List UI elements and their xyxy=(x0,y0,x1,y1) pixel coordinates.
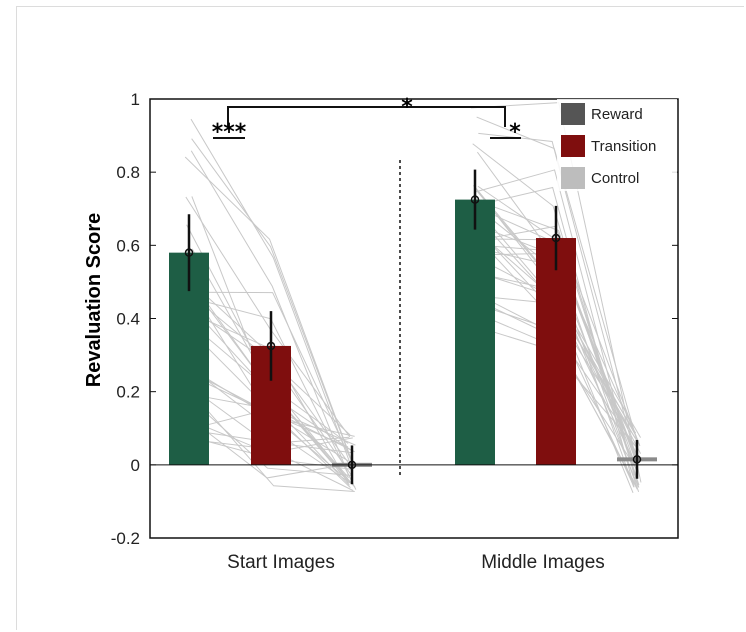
subject-line xyxy=(191,138,350,454)
legend-label-reward: Reward xyxy=(591,106,643,123)
bar-middle-reward xyxy=(455,199,495,465)
subject-line xyxy=(188,291,355,468)
subject-line xyxy=(188,417,355,479)
mean-marker-middle-reward xyxy=(470,195,480,204)
subject-line xyxy=(184,156,352,459)
subject-line xyxy=(190,150,350,476)
bracket-start-vs-middle xyxy=(227,106,506,127)
y-tick-label: -0.2 xyxy=(111,529,140,548)
x-category-label: Start Images xyxy=(227,552,335,573)
legend-swatch-reward xyxy=(561,103,585,125)
figure-frame xyxy=(16,6,744,630)
sig-middle-reward-transition: * xyxy=(509,120,521,145)
y-tick-label: 0 xyxy=(131,456,140,475)
legend-label-control: Control xyxy=(591,170,639,187)
mean-marker-middle-control xyxy=(632,455,642,464)
x-category-label: Middle Images xyxy=(481,552,605,573)
bar-middle-transition xyxy=(536,238,576,465)
y-ticks: -0.2 0 0.2 0.4 0.6 0.8 1 xyxy=(111,90,678,548)
sig-start-reward-transition: *** xyxy=(212,120,247,145)
bars xyxy=(169,199,657,467)
subject-line xyxy=(478,132,636,458)
sig-start-vs-middle: * xyxy=(401,95,413,120)
subject-line xyxy=(473,169,635,476)
mean-marker-start-transition xyxy=(266,341,276,351)
x-categories: Start Images Middle Images xyxy=(227,552,605,573)
y-tick-label: 0.6 xyxy=(116,236,140,255)
mean-marker-middle-transition xyxy=(551,233,561,243)
error-bars xyxy=(184,169,642,485)
legend-label-transition: Transition xyxy=(591,138,656,155)
subject-line xyxy=(188,397,351,476)
legend: Reward Transition Control xyxy=(557,99,677,191)
legend-swatch-control xyxy=(561,167,585,189)
legend-swatch-transition xyxy=(561,135,585,157)
significance-annotations: **** * xyxy=(212,95,522,145)
mean-marker-start-reward xyxy=(184,248,194,257)
subject-line xyxy=(190,118,353,469)
subject-line xyxy=(188,389,355,493)
y-tick-label: 0.2 xyxy=(116,383,140,402)
y-tick-label: 0.4 xyxy=(116,310,140,329)
y-tick-label: 0.8 xyxy=(116,163,140,182)
y-tick-label: 1 xyxy=(131,90,140,109)
y-axis-label: Revaluation Score xyxy=(83,213,105,388)
